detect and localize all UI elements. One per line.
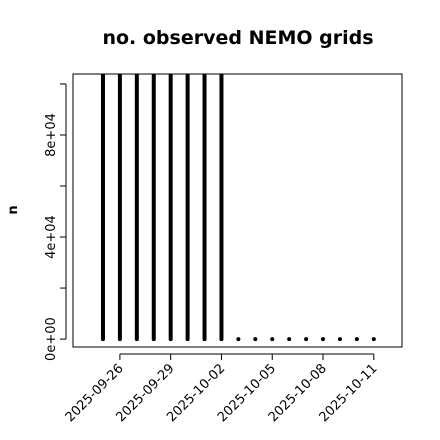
chart-title: no. observed NEMO grids bbox=[102, 27, 373, 49]
y-axis-label: n bbox=[6, 205, 21, 214]
plot-area bbox=[100, 74, 376, 342]
y-tick-label: 0e+00 bbox=[44, 317, 59, 361]
y-tick-label: 4e+04 bbox=[44, 215, 59, 259]
y-tick-label: 8e+04 bbox=[44, 113, 59, 157]
plot-frame bbox=[72, 73, 403, 348]
